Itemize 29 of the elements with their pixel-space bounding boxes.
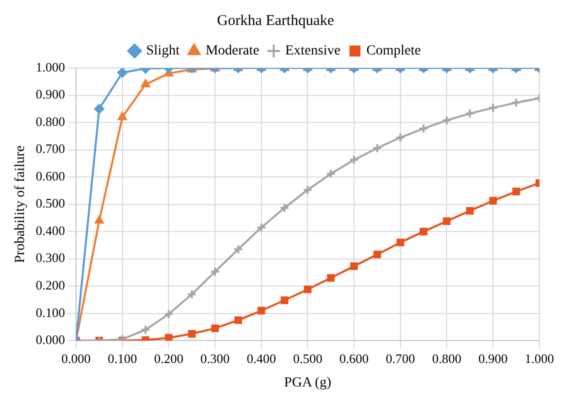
y-tick-label: 0.300 xyxy=(36,250,66,266)
legend-label: Slight xyxy=(146,44,180,59)
x-tick-label: 0.800 xyxy=(432,350,462,366)
y-tick-label: 0.400 xyxy=(36,222,66,238)
x-tick-label: 0.200 xyxy=(154,350,184,366)
x-axis-title: PGA (g) xyxy=(284,375,332,390)
x-tick-label: 1.000 xyxy=(524,350,554,366)
y-tick-label: 0.600 xyxy=(36,168,66,184)
x-tick-label: 0.900 xyxy=(478,350,508,366)
x-tick-label: 0.300 xyxy=(200,350,230,366)
chart-title: Gorkha Earthquake xyxy=(216,12,334,29)
x-tick-label: 0.700 xyxy=(386,350,416,366)
y-tick-label: 0.100 xyxy=(36,304,66,320)
x-tick-label: 0.000 xyxy=(61,350,91,366)
y-tick-label: 0.900 xyxy=(36,86,66,102)
x-tick-label: 0.100 xyxy=(108,350,138,366)
y-tick-label: 0.500 xyxy=(36,196,66,211)
y-axis-title: Probability of failure xyxy=(13,146,28,264)
legend-label: Complete xyxy=(366,44,421,59)
legend-label: Moderate xyxy=(206,44,260,59)
x-tick-label: 0.500 xyxy=(293,350,322,366)
y-tick-label: 0.700 xyxy=(36,141,66,156)
x-tick-label: 0.400 xyxy=(246,350,276,366)
y-tick-label: 0.000 xyxy=(36,332,66,348)
legend-label: Extensive xyxy=(285,44,340,59)
y-tick-label: 0.200 xyxy=(36,278,66,292)
y-tick-label: 1.000 xyxy=(36,59,66,74)
x-tick-label: 0.600 xyxy=(339,350,369,366)
y-tick-label: 0.800 xyxy=(36,114,66,129)
